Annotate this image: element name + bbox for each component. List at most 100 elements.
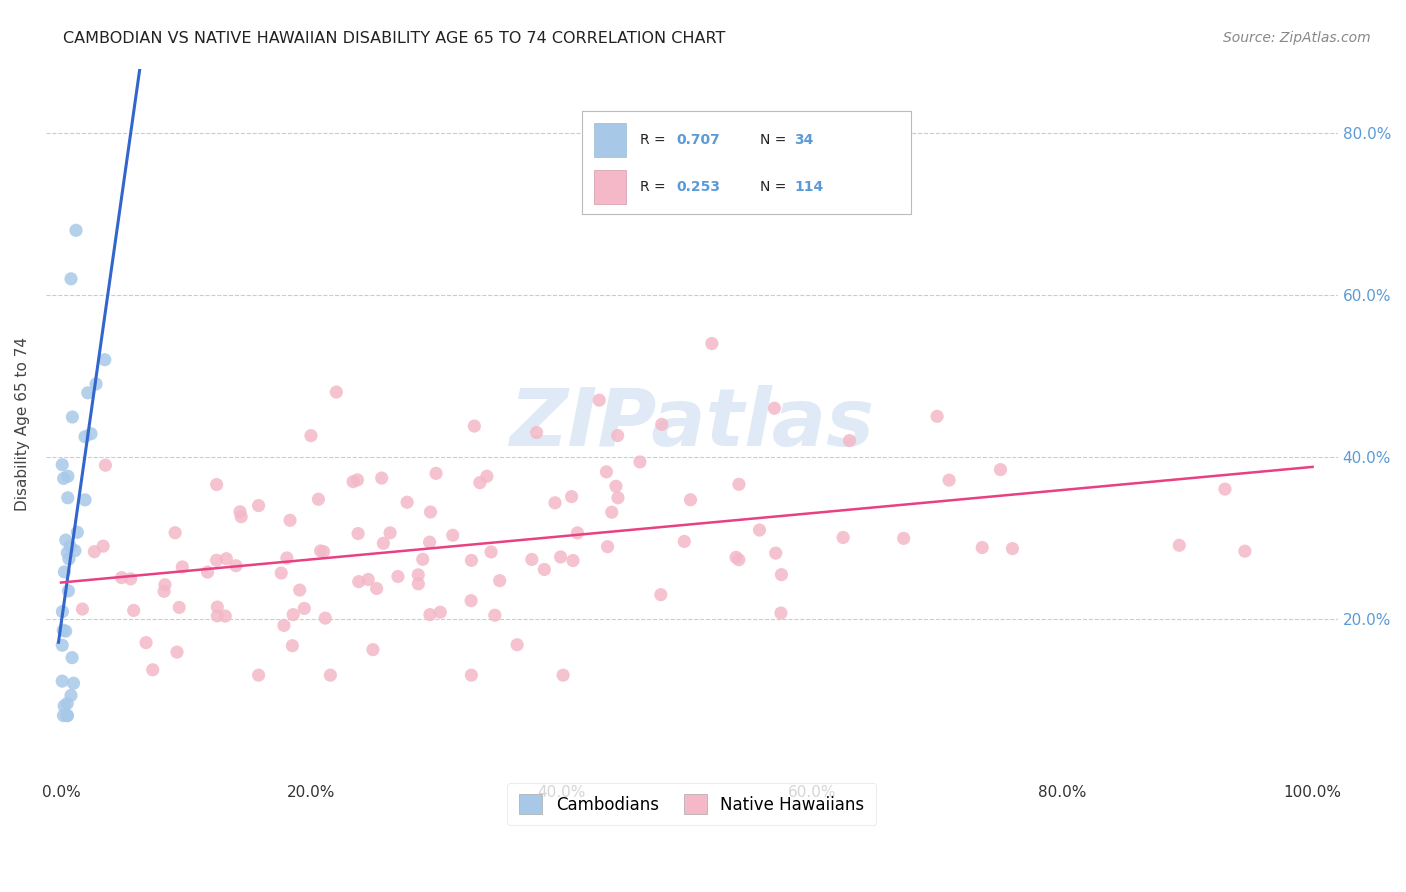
Point bbox=[412, 552, 434, 566]
Point bbox=[52, 624, 75, 638]
Point bbox=[387, 569, 409, 583]
Point bbox=[207, 608, 229, 623]
Point bbox=[80, 426, 103, 441]
Point bbox=[58, 583, 80, 598]
Point bbox=[307, 492, 329, 507]
Point bbox=[309, 544, 332, 558]
Point bbox=[526, 425, 548, 440]
Point bbox=[84, 376, 107, 391]
Point bbox=[229, 505, 252, 519]
Point bbox=[325, 385, 347, 400]
Point bbox=[357, 573, 380, 587]
Point bbox=[406, 567, 429, 582]
Point bbox=[292, 601, 315, 615]
Point bbox=[927, 409, 949, 424]
Point bbox=[135, 635, 157, 649]
Point bbox=[288, 583, 311, 598]
Point bbox=[72, 602, 94, 616]
Point bbox=[51, 605, 73, 619]
Point bbox=[153, 578, 176, 592]
Point bbox=[53, 698, 76, 713]
Point bbox=[52, 471, 75, 485]
Point bbox=[567, 525, 589, 540]
Point bbox=[596, 540, 619, 554]
Point bbox=[247, 668, 270, 682]
Point bbox=[460, 593, 482, 607]
Point bbox=[408, 577, 430, 591]
Point bbox=[214, 609, 236, 624]
Point bbox=[425, 467, 447, 481]
Point bbox=[281, 639, 304, 653]
Point bbox=[770, 567, 793, 582]
Point bbox=[700, 336, 723, 351]
Point bbox=[153, 584, 176, 599]
Point bbox=[765, 546, 787, 560]
Text: ZIPatlas: ZIPatlas bbox=[509, 385, 875, 464]
Point bbox=[361, 642, 384, 657]
Point bbox=[58, 552, 80, 566]
Point bbox=[838, 434, 860, 448]
Point bbox=[73, 430, 96, 444]
Text: Source: ZipAtlas.com: Source: ZipAtlas.com bbox=[1223, 31, 1371, 45]
Point bbox=[378, 525, 401, 540]
Point bbox=[273, 618, 295, 632]
Point bbox=[55, 533, 77, 547]
Point bbox=[197, 565, 219, 579]
Point bbox=[460, 553, 482, 567]
Point bbox=[1233, 544, 1256, 558]
Point bbox=[419, 607, 441, 622]
Point bbox=[562, 553, 585, 567]
Point bbox=[278, 513, 301, 527]
Point bbox=[56, 708, 79, 723]
Point bbox=[588, 393, 610, 408]
Point bbox=[673, 534, 696, 549]
Point bbox=[94, 458, 117, 473]
Point bbox=[520, 552, 543, 566]
Point bbox=[347, 574, 370, 589]
Point bbox=[651, 417, 673, 432]
Point bbox=[725, 550, 748, 565]
Point bbox=[468, 475, 491, 490]
Point bbox=[60, 689, 83, 703]
Point bbox=[60, 650, 83, 665]
Point bbox=[346, 473, 368, 487]
Point bbox=[893, 532, 915, 546]
Point bbox=[679, 492, 702, 507]
Point bbox=[441, 528, 464, 542]
Point bbox=[51, 638, 73, 652]
Point bbox=[419, 535, 441, 549]
Point bbox=[595, 465, 617, 479]
Point bbox=[283, 607, 305, 622]
Point bbox=[366, 582, 388, 596]
Point bbox=[110, 571, 132, 585]
Point bbox=[270, 566, 292, 580]
Text: CAMBODIAN VS NATIVE HAWAIIAN DISABILITY AGE 65 TO 74 CORRELATION CHART: CAMBODIAN VS NATIVE HAWAIIAN DISABILITY … bbox=[63, 31, 725, 46]
Point bbox=[396, 495, 419, 509]
Point bbox=[55, 624, 77, 639]
Point bbox=[429, 605, 451, 619]
Point bbox=[205, 553, 228, 567]
Point bbox=[312, 544, 335, 558]
Point bbox=[165, 525, 187, 540]
Point bbox=[607, 491, 630, 505]
Point bbox=[51, 674, 73, 689]
Point bbox=[56, 697, 79, 711]
Point bbox=[215, 551, 238, 566]
Point bbox=[460, 668, 482, 682]
Point bbox=[551, 668, 574, 682]
Point bbox=[605, 479, 627, 493]
Point bbox=[550, 549, 572, 564]
Point bbox=[342, 475, 364, 489]
Point bbox=[938, 473, 960, 487]
Point bbox=[205, 477, 228, 491]
Point bbox=[60, 272, 83, 286]
Point bbox=[479, 545, 502, 559]
Point bbox=[76, 385, 98, 400]
Point bbox=[66, 525, 89, 540]
Point bbox=[506, 638, 529, 652]
Point bbox=[769, 606, 792, 620]
Point bbox=[475, 469, 498, 483]
Point bbox=[347, 526, 370, 541]
Point bbox=[606, 428, 628, 442]
Point bbox=[544, 496, 567, 510]
